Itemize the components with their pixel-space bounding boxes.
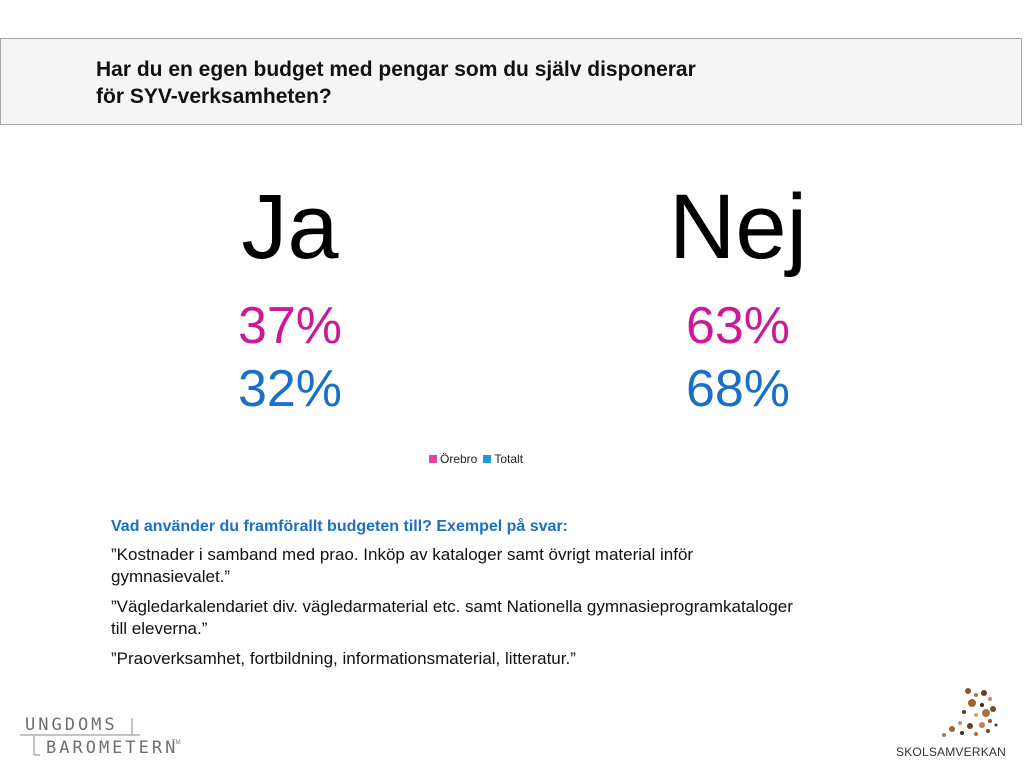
quote-1-line-2: gymnasievalet.” (111, 567, 231, 586)
quote-item: ”Praoverksamhet, fortbildning, informati… (111, 648, 931, 670)
skolsamverkan-dots-icon (942, 688, 998, 737)
percent-totalt-ja: 32% (237, 360, 343, 418)
quote-1-line-1: ”Kostnader i samband med prao. Inköp av … (111, 545, 694, 564)
legend-item-orebro: Örebro (429, 452, 477, 466)
result-column-ja: Ja 37% 32% (140, 175, 440, 418)
legend: Örebro Totalt (429, 452, 523, 466)
ungdomsbarometern-logo: UNGDOMS BAROMETERN TM (20, 713, 200, 763)
legend-label-totalt: Totalt (494, 452, 524, 466)
legend-swatch-totalt (483, 455, 492, 463)
ungdomsbarometern-logo-lines (20, 718, 140, 756)
answer-label-ja: Ja (241, 176, 339, 278)
answer-label-nej: Nej (668, 176, 808, 278)
slide-title-line-2: för SYV-verksamheten? (96, 85, 332, 108)
slide-title: Har du en egen budget med pengar som du … (96, 56, 856, 110)
trademark-text: TM (172, 740, 181, 746)
legend-item-totalt: Totalt (483, 452, 523, 466)
barometern-text: BAROMETERN (46, 738, 179, 758)
percent-orebro-ja: 37% (237, 297, 343, 355)
quote-2-line-2: till eleverna.” (111, 619, 208, 638)
legend-label-orebro: Örebro (440, 452, 478, 466)
quote-heading: Vad använder du framförallt budgeten til… (111, 518, 568, 535)
quote-2-line-1: ”Vägledarkalendariet div. vägledarmateri… (111, 597, 793, 616)
skolsamverkan-text: SKOLSAMVERKAN (896, 745, 1006, 759)
quote-3-line-1: ”Praoverksamhet, fortbildning, informati… (111, 649, 576, 668)
quote-section: Vad använder du framförallt budgeten til… (111, 516, 931, 678)
slide-title-line-1: Har du en egen budget med pengar som du … (96, 58, 696, 81)
title-banner: Har du en egen budget med pengar som du … (0, 38, 1022, 125)
percent-totalt-nej: 68% (685, 360, 791, 418)
result-column-nej: Nej 63% 68% (588, 175, 888, 418)
ungdoms-text: UNGDOMS (25, 715, 118, 735)
quote-item: ”Kostnader i samband med prao. Inköp av … (111, 544, 931, 588)
percent-orebro-nej: 63% (685, 297, 791, 355)
quote-item: ”Vägledarkalendariet div. vägledarmateri… (111, 596, 931, 640)
legend-swatch-orebro (429, 455, 437, 463)
skolsamverkan-logo: SKOLSAMVERKAN (892, 685, 1012, 765)
